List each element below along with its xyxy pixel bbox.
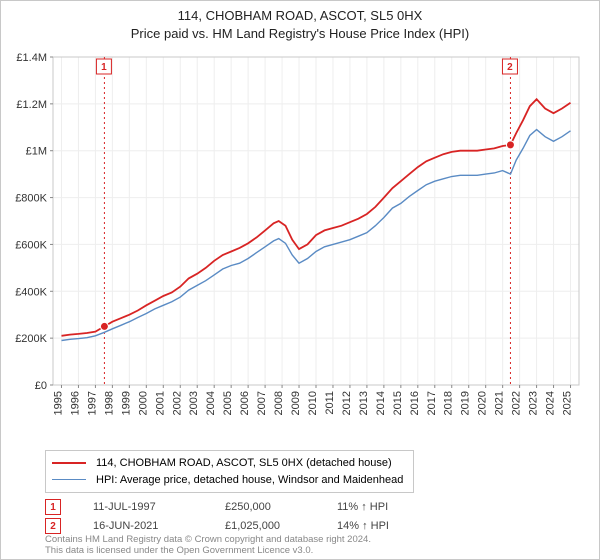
sale-date: 11-JUL-1997 <box>93 501 193 513</box>
svg-text:1995: 1995 <box>52 391 64 415</box>
legend-item-price-paid: 114, CHOBHAM ROAD, ASCOT, SL5 0HX (detac… <box>52 455 403 472</box>
svg-text:2004: 2004 <box>205 391 217 415</box>
legend-swatch <box>52 462 86 464</box>
svg-text:2015: 2015 <box>392 391 404 415</box>
sale-row: 1 11-JUL-1997 £250,000 11% ↑ HPI <box>45 499 427 515</box>
svg-text:2011: 2011 <box>324 391 336 415</box>
sale-date: 16-JUN-2021 <box>93 520 193 532</box>
svg-text:1996: 1996 <box>69 391 81 415</box>
svg-text:£1.4M: £1.4M <box>16 52 47 64</box>
svg-text:2017: 2017 <box>426 391 438 415</box>
svg-text:2000: 2000 <box>137 391 149 415</box>
svg-text:2: 2 <box>507 62 513 73</box>
svg-text:2018: 2018 <box>443 391 455 415</box>
svg-text:2001: 2001 <box>154 391 166 415</box>
svg-text:2021: 2021 <box>494 391 506 415</box>
legend: 114, CHOBHAM ROAD, ASCOT, SL5 0HX (detac… <box>45 450 414 493</box>
sale-pct: 11% ↑ HPI <box>337 501 427 513</box>
svg-text:2003: 2003 <box>188 391 200 415</box>
svg-text:£200K: £200K <box>15 333 47 345</box>
svg-text:£0: £0 <box>35 380 47 392</box>
footer-line: This data is licensed under the Open Gov… <box>45 546 371 557</box>
legend-item-hpi: HPI: Average price, detached house, Wind… <box>52 472 403 489</box>
footer: Contains HM Land Registry data © Crown c… <box>45 535 371 557</box>
svg-text:1: 1 <box>101 62 107 73</box>
title-block: 114, CHOBHAM ROAD, ASCOT, SL5 0HX Price … <box>1 1 599 43</box>
legend-label: HPI: Average price, detached house, Wind… <box>96 472 403 489</box>
sale-marker-2: 2 <box>45 518 61 534</box>
svg-text:2019: 2019 <box>460 391 472 415</box>
sale-price: £1,025,000 <box>225 520 305 532</box>
svg-text:£800K: £800K <box>15 193 47 205</box>
sale-pct: 14% ↑ HPI <box>337 520 427 532</box>
svg-text:2024: 2024 <box>545 391 557 415</box>
svg-text:2016: 2016 <box>409 391 421 415</box>
svg-text:2006: 2006 <box>239 391 251 415</box>
title-subtitle: Price paid vs. HM Land Registry's House … <box>1 25 599 43</box>
svg-text:1998: 1998 <box>103 391 115 415</box>
price-chart: £0£200K£400K£600K£800K£1M£1.2M£1.4M19951… <box>53 53 579 411</box>
sale-marker-1: 1 <box>45 499 61 515</box>
svg-text:2010: 2010 <box>307 391 319 415</box>
svg-text:2005: 2005 <box>222 391 234 415</box>
svg-text:2002: 2002 <box>171 391 183 415</box>
svg-text:2009: 2009 <box>290 391 302 415</box>
legend-label: 114, CHOBHAM ROAD, ASCOT, SL5 0HX (detac… <box>96 455 392 472</box>
svg-text:£600K: £600K <box>15 239 47 251</box>
svg-text:1999: 1999 <box>120 391 132 415</box>
svg-text:2008: 2008 <box>273 391 285 415</box>
chart-container: 114, CHOBHAM ROAD, ASCOT, SL5 0HX Price … <box>0 0 600 560</box>
svg-text:2025: 2025 <box>562 391 574 415</box>
svg-text:2012: 2012 <box>341 391 353 415</box>
svg-text:2020: 2020 <box>477 391 489 415</box>
legend-swatch <box>52 479 86 480</box>
svg-text:2007: 2007 <box>256 391 268 415</box>
svg-text:2013: 2013 <box>358 391 370 415</box>
sale-rows: 1 11-JUL-1997 £250,000 11% ↑ HPI 2 16-JU… <box>45 499 427 537</box>
title-address: 114, CHOBHAM ROAD, ASCOT, SL5 0HX <box>1 7 599 25</box>
svg-text:2014: 2014 <box>375 391 387 415</box>
svg-text:2022: 2022 <box>511 391 523 415</box>
sale-price: £250,000 <box>225 501 305 513</box>
svg-text:2023: 2023 <box>528 391 540 415</box>
svg-text:1997: 1997 <box>86 391 98 415</box>
svg-text:£400K: £400K <box>15 286 47 298</box>
svg-text:£1M: £1M <box>26 146 47 158</box>
svg-text:£1.2M: £1.2M <box>16 99 47 111</box>
sale-row: 2 16-JUN-2021 £1,025,000 14% ↑ HPI <box>45 518 427 534</box>
